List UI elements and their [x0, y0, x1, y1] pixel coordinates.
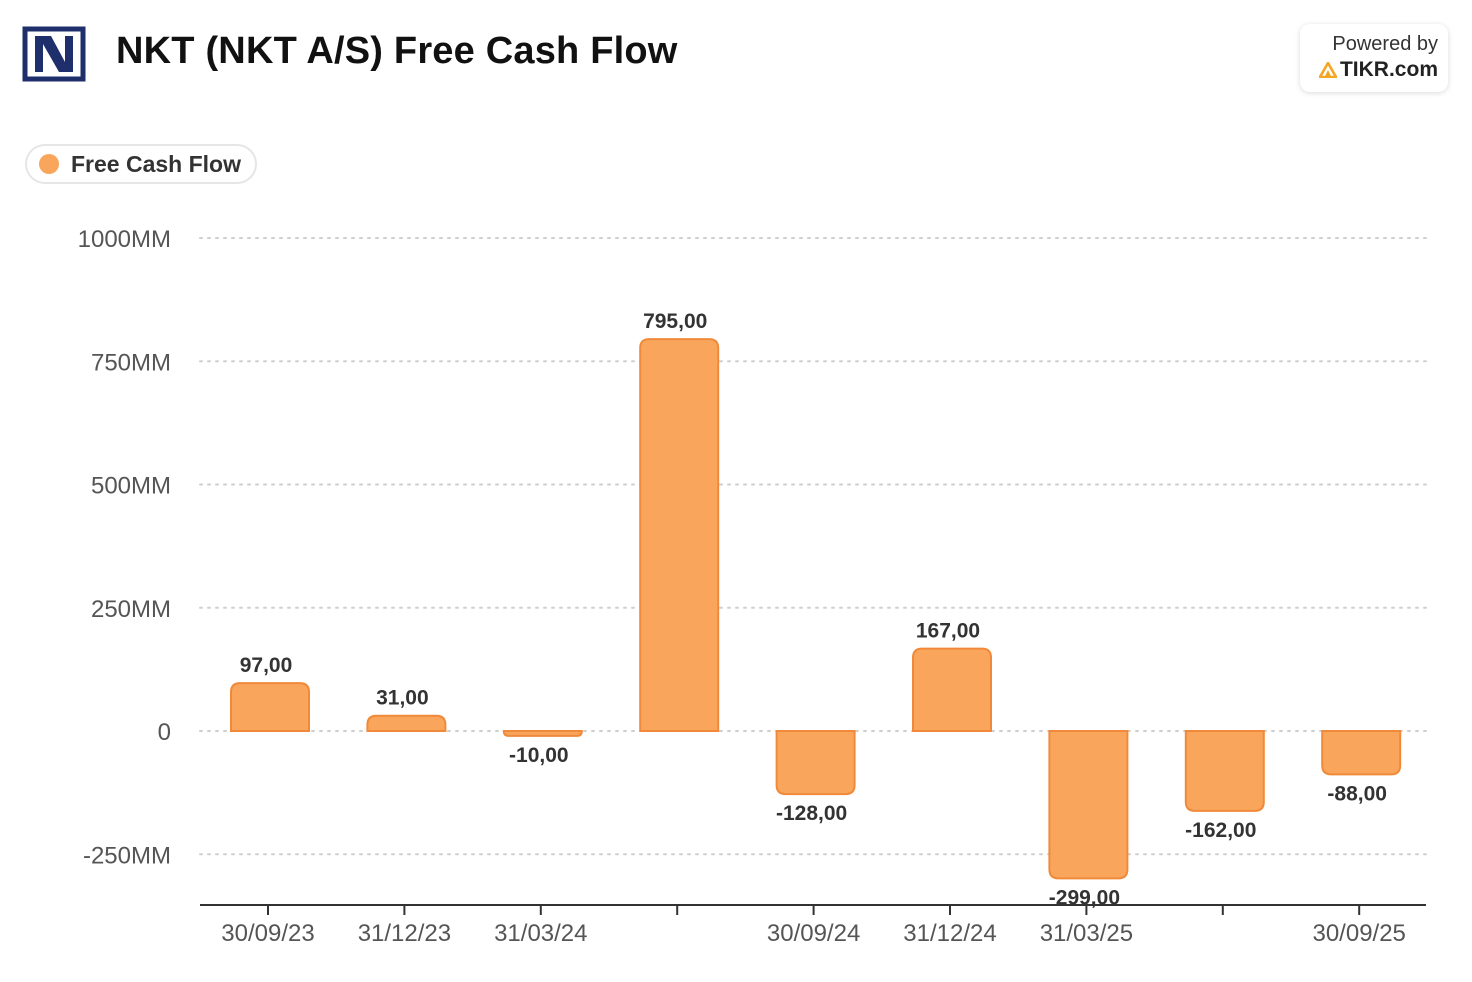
nkt-logo-icon: [22, 26, 86, 82]
bar: [366, 714, 447, 732]
y-tick-label: 0: [158, 719, 171, 746]
powered-by-badge[interactable]: Powered by TIKR.com: [1300, 24, 1448, 92]
data-label: 31,00: [376, 687, 429, 710]
data-label: -10,00: [509, 744, 569, 767]
bar: [912, 647, 992, 732]
x-tick-label: 30/09/23: [221, 920, 314, 947]
y-tick-label: 500MM: [91, 473, 171, 500]
y-tick-label: 750MM: [91, 349, 171, 376]
y-tick-label: -250MM: [83, 842, 171, 869]
data-label: 167,00: [916, 620, 980, 643]
bar: [1184, 730, 1265, 812]
x-tick-label: 30/09/24: [767, 920, 860, 947]
x-tick-label: 31/12/23: [358, 920, 451, 947]
legend-item-free-cash-flow[interactable]: Free Cash Flow: [25, 144, 257, 184]
tikr-logo-icon: [1318, 62, 1337, 78]
powered-by-label: Powered by: [1332, 33, 1438, 55]
tikr-brand: TIKR.com: [1318, 56, 1438, 84]
x-tick-label: 31/12/24: [903, 920, 996, 947]
x-tick-label: 31/03/25: [1040, 920, 1133, 947]
data-label: -88,00: [1327, 782, 1387, 805]
x-tick-label: 30/09/25: [1312, 920, 1405, 947]
bar: [1321, 730, 1402, 776]
bar: [230, 682, 310, 732]
x-tick-label: 31/03/24: [494, 920, 587, 947]
data-label: -162,00: [1185, 819, 1256, 842]
bar: [1048, 730, 1129, 880]
data-label: 97,00: [240, 654, 293, 677]
tikr-brand-label: TIKR.com: [1339, 58, 1438, 81]
bar: [775, 730, 856, 796]
y-tick-label: 1000MM: [78, 226, 171, 253]
bar: [639, 338, 720, 732]
y-tick-label: 250MM: [91, 596, 171, 623]
bar: [502, 730, 583, 737]
data-label: 795,00: [643, 310, 707, 333]
legend-marker: [39, 154, 59, 174]
data-label: -128,00: [776, 802, 847, 825]
page-title: NKT (NKT A/S) Free Cash Flow: [116, 30, 678, 72]
legend-label: Free Cash Flow: [71, 150, 241, 177]
data-label: -299,00: [1049, 886, 1120, 909]
